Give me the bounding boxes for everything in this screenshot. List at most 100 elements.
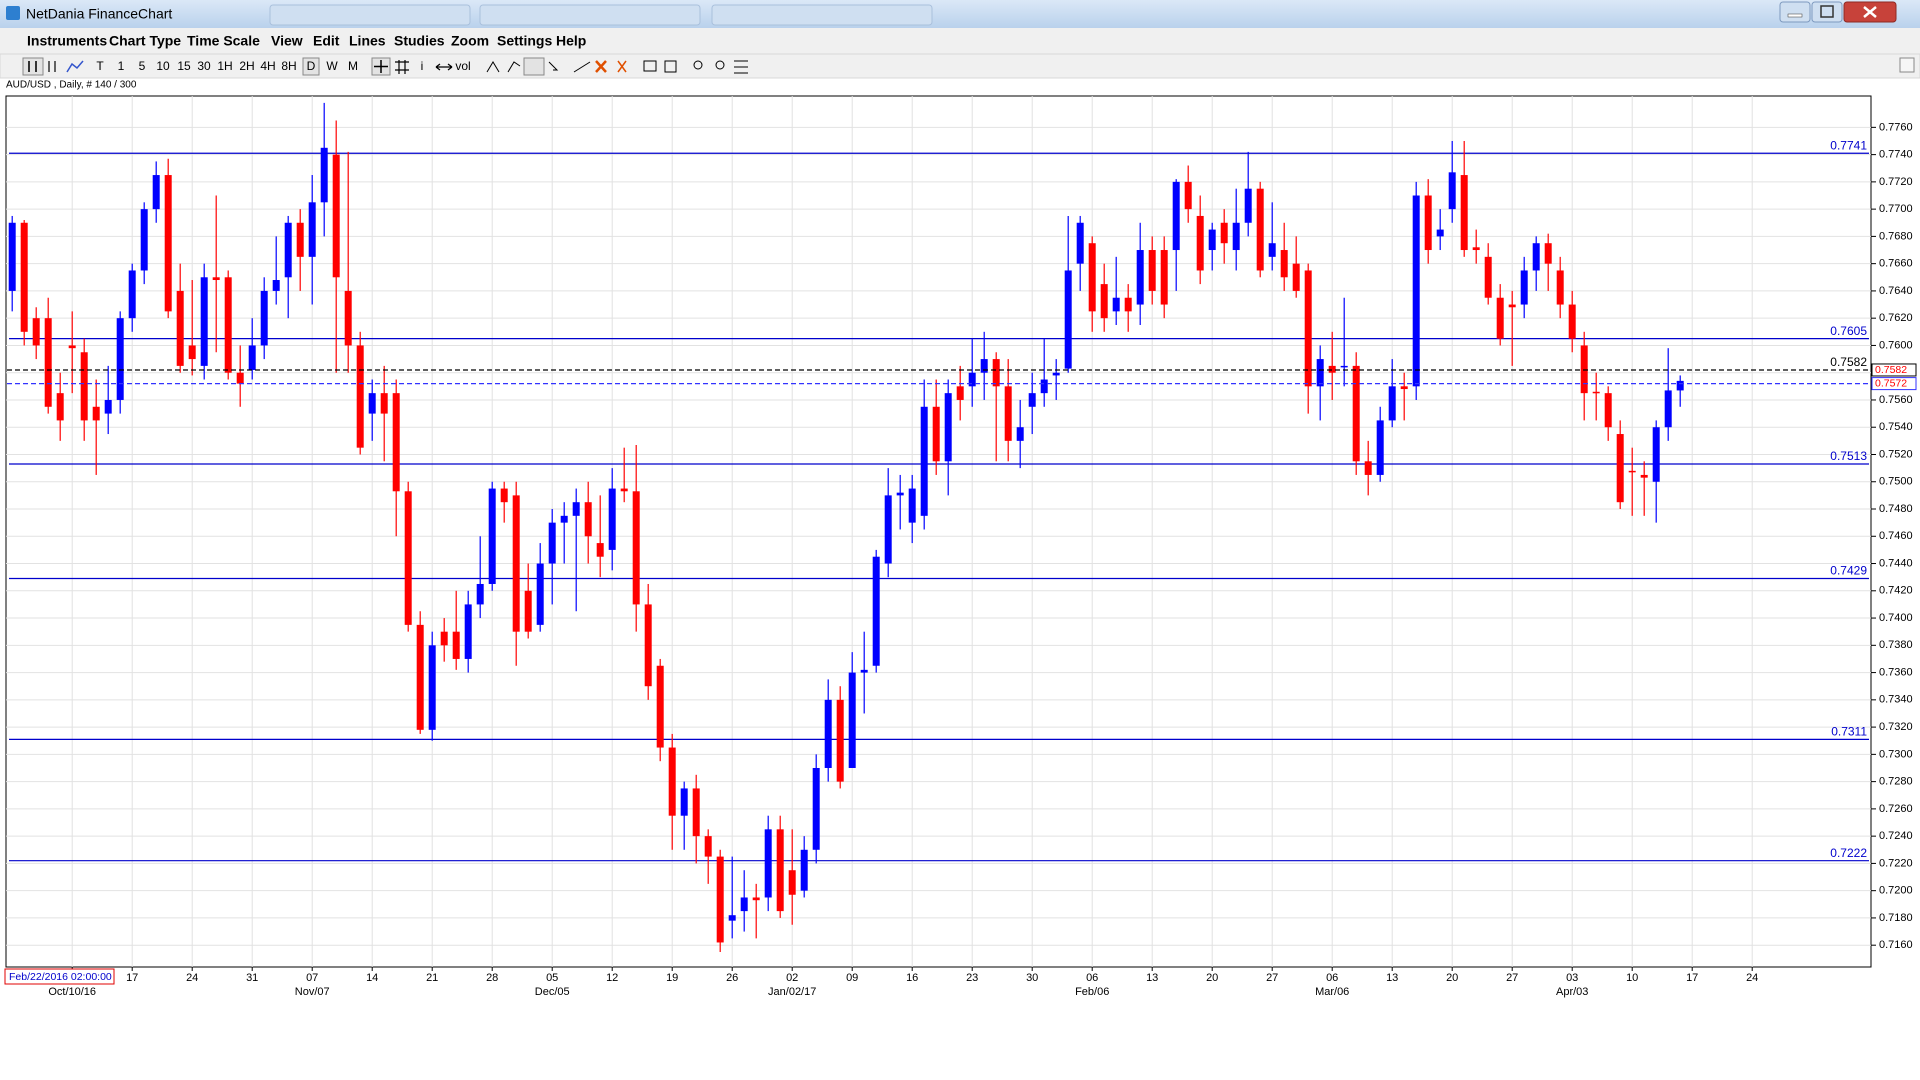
candle-body: [728, 915, 736, 921]
timeframe-button[interactable]: D: [307, 59, 316, 73]
candle-body: [464, 604, 472, 659]
tool-icon: [374, 60, 388, 73]
x-tick-label: 19: [666, 972, 678, 984]
price-box-label: 0.7582: [1875, 364, 1907, 376]
candle-body: [1016, 427, 1024, 441]
candle-body: [572, 502, 580, 516]
menu-item[interactable]: Studies: [394, 33, 445, 49]
y-tick-label: 0.7460: [1879, 530, 1913, 542]
y-tick-label: 0.7300: [1879, 748, 1913, 760]
candle-body: [584, 502, 592, 537]
candle-body: [632, 491, 640, 605]
x-tick-label: 10: [1626, 972, 1638, 984]
candle-body: [1196, 215, 1204, 271]
tool-icon[interactable]: [507, 61, 521, 73]
candle-body: [128, 270, 136, 319]
menu-item[interactable]: Settings: [497, 33, 552, 49]
candle-body: [1448, 172, 1456, 210]
menu-item[interactable]: Instruments: [27, 33, 107, 49]
timeframe-button[interactable]: 4H: [260, 59, 275, 73]
candle-body: [116, 318, 124, 400]
tool-icon[interactable]: [573, 61, 591, 73]
tool-icon[interactable]: [548, 61, 559, 71]
tool-button[interactable]: vol: [455, 59, 470, 73]
x-tick-label: 21: [426, 972, 438, 984]
candle-body: [776, 829, 784, 912]
tool-icon[interactable]: [617, 60, 627, 73]
candle-body: [596, 543, 604, 557]
candle-body: [1112, 297, 1120, 312]
restore-button[interactable]: [1811, 1, 1843, 23]
zoom-out-icon[interactable]: [715, 60, 725, 70]
candle-body: [908, 488, 916, 523]
panel-button[interactable]: [1899, 57, 1915, 73]
candle-body: [476, 583, 484, 605]
timeframe-button[interactable]: 15: [177, 59, 191, 73]
menu-item[interactable]: Lines: [349, 33, 386, 49]
zoom-in-icon[interactable]: [693, 60, 703, 70]
timeframe-button[interactable]: T: [96, 59, 104, 73]
timeframe-button[interactable]: 1H: [217, 59, 232, 73]
menu-item[interactable]: Time Scale: [187, 33, 260, 49]
timeframe-button[interactable]: 2H: [239, 59, 254, 73]
menu-item[interactable]: View: [271, 33, 303, 49]
print-icon[interactable]: [643, 60, 657, 72]
tool-button[interactable]: [22, 57, 44, 76]
tool-button[interactable]: i: [421, 59, 424, 73]
y-tick-label: 0.7740: [1879, 149, 1913, 161]
tab[interactable]: [479, 4, 701, 26]
candle-body: [824, 699, 832, 768]
timeframe-button[interactable]: W: [326, 59, 338, 73]
candle-body: [680, 788, 688, 816]
candle-body: [1076, 222, 1084, 264]
candle-body: [704, 836, 712, 857]
tool-icon[interactable]: [486, 61, 500, 73]
tool-button[interactable]: [523, 57, 545, 76]
candle-body: [1544, 243, 1552, 264]
x-tick-label: 02: [786, 972, 798, 984]
menu-item[interactable]: Help: [556, 33, 586, 49]
toolbar: [0, 53, 1920, 79]
y-tick-label: 0.7160: [1879, 939, 1913, 951]
candle-body: [1064, 270, 1072, 369]
level-label: 0.7741: [1830, 138, 1867, 152]
candle-body: [368, 393, 376, 414]
tool-icon[interactable]: [66, 60, 84, 73]
minimize-button[interactable]: [1779, 1, 1811, 23]
timeframe-button[interactable]: 30: [197, 59, 211, 73]
selected-timeframe[interactable]: [302, 57, 320, 76]
tab[interactable]: [711, 4, 933, 26]
tool-icon[interactable]: [664, 60, 677, 73]
timeframe-button[interactable]: 10: [156, 59, 170, 73]
x-tick-label: 27: [1266, 972, 1278, 984]
x-tick-label: 31: [246, 972, 258, 984]
tool-icon[interactable]: [395, 60, 409, 74]
price-box: [1871, 363, 1917, 377]
symbol-info: AUD/USD , Daily, # 140 / 300: [6, 80, 137, 91]
x-tick-label: 24: [1746, 972, 1758, 984]
tool-icon[interactable]: [595, 60, 607, 73]
candle-body: [1364, 461, 1372, 475]
timeframe-button[interactable]: 1: [118, 59, 125, 73]
tab[interactable]: [269, 4, 471, 26]
menu-item[interactable]: Chart Type: [109, 33, 181, 49]
tool-icon[interactable]: [435, 63, 453, 71]
candle-body: [224, 277, 232, 373]
y-tick-label: 0.7180: [1879, 912, 1913, 924]
menu-item[interactable]: Zoom: [451, 33, 489, 49]
timeframe-button[interactable]: M: [348, 59, 358, 73]
candle-body: [752, 897, 760, 901]
timeframe-button[interactable]: 8H: [281, 59, 296, 73]
y-tick-label: 0.7560: [1879, 394, 1913, 406]
x-tick-label: 17: [126, 972, 138, 984]
period-label: Apr/03: [1556, 986, 1588, 998]
tool-icon[interactable]: [734, 60, 748, 74]
candle-body: [140, 209, 148, 271]
y-tick-label: 0.7240: [1879, 830, 1913, 842]
cursor-date: Feb/22/2016 02:00:00: [9, 971, 112, 983]
candle-body: [380, 393, 388, 414]
menu-item[interactable]: Edit: [313, 33, 340, 49]
candle-body: [44, 318, 52, 407]
timeframe-button[interactable]: 5: [139, 59, 146, 73]
